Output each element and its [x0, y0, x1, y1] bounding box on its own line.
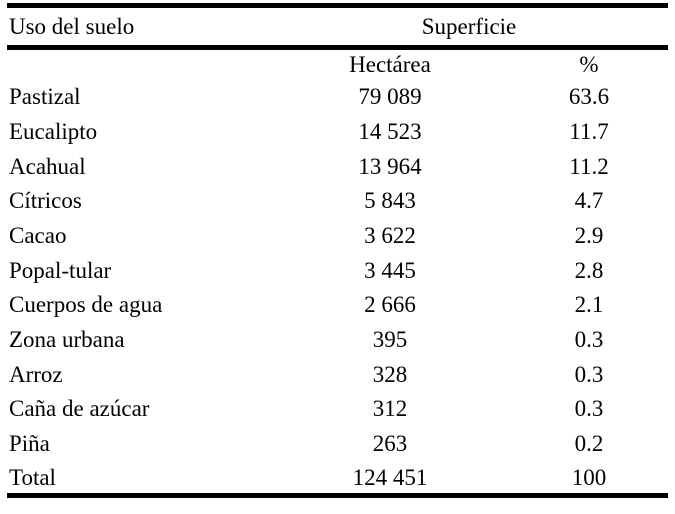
row-label: Cacao: [9, 222, 67, 248]
row-label: Popal-tular: [9, 257, 112, 283]
row-percent: 2.1: [574, 292, 604, 318]
row-percent: 11.7: [569, 118, 609, 144]
table-row: Caña de azúcar 312 0.3: [7, 392, 668, 427]
subheader-empty-cell: [7, 48, 270, 80]
row-percent: 0.3: [574, 396, 604, 422]
table-row: Cacao 3 622 2.9: [7, 218, 668, 253]
row-label: Piña: [9, 431, 50, 457]
row-percent: 63.6: [568, 84, 610, 110]
row-label: Acahual: [9, 153, 86, 179]
document-page: Uso del suelo Superficie Hectárea % Past…: [0, 3, 675, 514]
row-hectarea: 124 451: [352, 464, 428, 490]
row-hectarea: 13 964: [358, 153, 422, 179]
row-hectarea: 328: [372, 361, 408, 387]
row-hectarea: 395: [372, 327, 408, 352]
table-row: Zona urbana 395 0.3: [7, 322, 668, 357]
col-header-hectarea: Hectárea: [349, 52, 431, 78]
row-hectarea: 3 445: [364, 257, 416, 283]
row-label: Eucalipto: [9, 118, 98, 144]
table-row: Popal-tular 3 445 2.8: [7, 253, 668, 288]
table-row: Acahual 13 964 11.2: [7, 149, 668, 184]
col-header-percent: %: [579, 52, 599, 78]
row-percent: 0.3: [574, 361, 604, 387]
table-row: Pastizal 79 089 63.6: [7, 80, 668, 115]
col-group-header-superficie: Superficie: [270, 5, 669, 50]
row-percent: 2.9: [574, 222, 604, 248]
row-label: Zona urbana: [9, 327, 125, 352]
table-row: Arroz 328 0.3: [7, 357, 668, 392]
row-hectarea: 312: [372, 396, 408, 422]
land-use-table: Uso del suelo Superficie Hectárea % Past…: [7, 3, 669, 499]
row-hectarea: 5 843: [364, 188, 416, 214]
table-subheader-row: Hectárea %: [7, 48, 668, 80]
row-label: Cítricos: [9, 188, 82, 214]
row-hectarea: 14 523: [358, 118, 422, 144]
row-percent: 2.8: [574, 257, 604, 283]
row-label: Cuerpos de agua: [9, 292, 163, 318]
row-hectarea: 2 666: [364, 292, 416, 318]
table-group-header-row: Uso del suelo Superficie: [7, 5, 669, 50]
table-row: Eucalipto 14 523 11.7: [7, 114, 668, 149]
table-row: Cítricos 5 843 4.7: [7, 184, 668, 219]
row-hectarea: 3 622: [364, 222, 416, 248]
row-percent: 100: [571, 464, 607, 490]
row-percent: 11.2: [569, 153, 609, 179]
table-row-total: Total 124 451 100: [7, 461, 668, 496]
table-row: Piña 263 0.2: [7, 426, 668, 461]
row-percent: 0.2: [574, 431, 604, 457]
row-hectarea: 79 089: [358, 84, 422, 110]
row-label: Pastizal: [9, 84, 81, 110]
row-label: Arroz: [9, 361, 63, 387]
col-header-uso-del-suelo: Uso del suelo: [7, 5, 270, 50]
row-hectarea: 263: [372, 431, 408, 457]
table-row: Cuerpos de agua 2 666 2.1: [7, 288, 668, 323]
row-percent: 0.3: [574, 327, 604, 352]
row-label: Total: [9, 464, 56, 490]
row-percent: 4.7: [574, 188, 604, 214]
row-label: Caña de azúcar: [9, 396, 150, 422]
